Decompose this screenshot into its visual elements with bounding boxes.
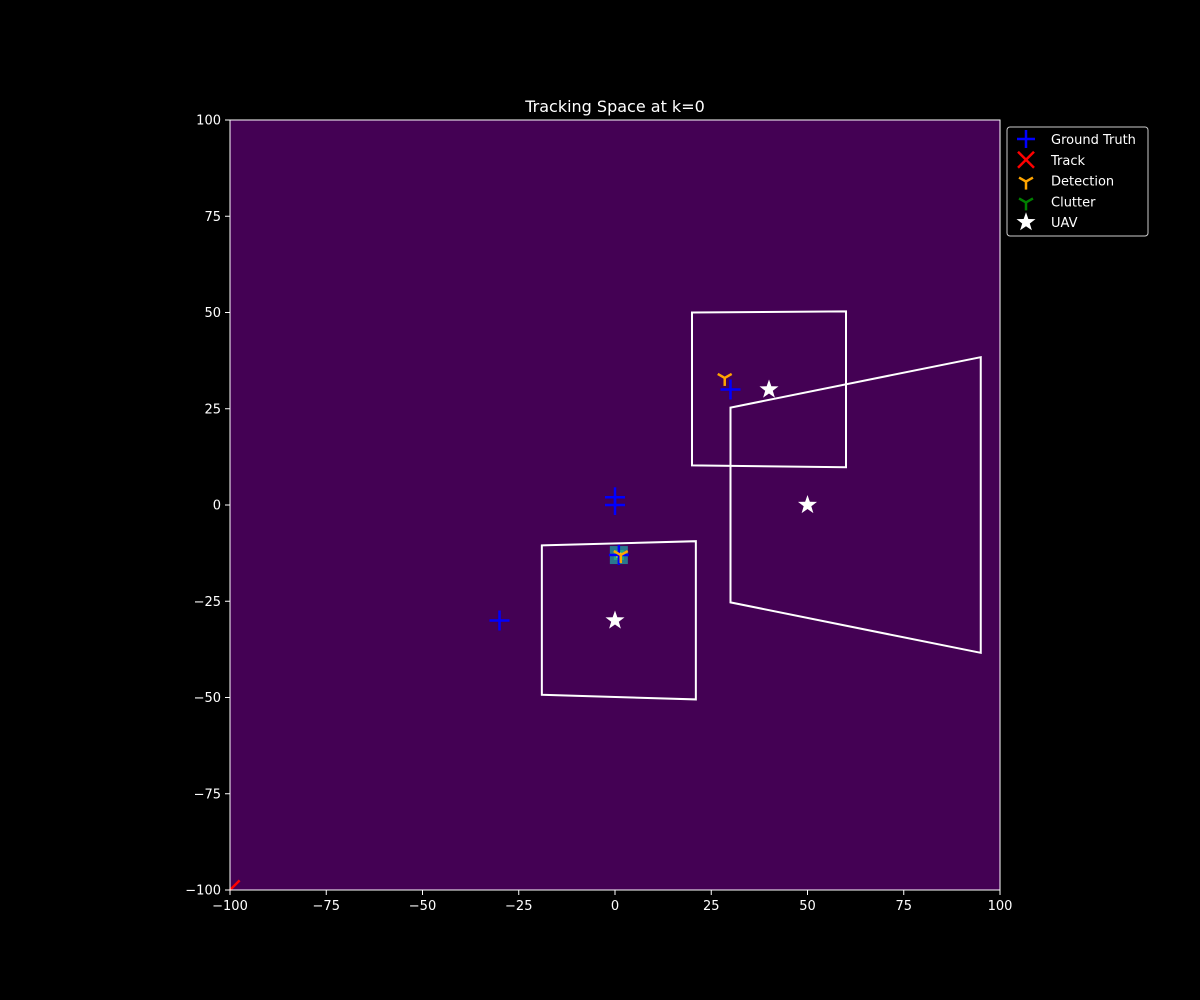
legend-item-uav-marker bbox=[1016, 212, 1036, 231]
detection-point-1 bbox=[717, 372, 733, 386]
x-tick-label-7: 75 bbox=[895, 899, 912, 914]
fov-region-1 bbox=[691, 310, 847, 469]
y-tick-label-3: −25 bbox=[194, 595, 221, 610]
legend-item-detection-label: Detection bbox=[1051, 175, 1114, 190]
legend-item-detection-marker-left bbox=[1018, 176, 1027, 183]
uav-series bbox=[605, 379, 818, 629]
fov-layer bbox=[540, 310, 982, 701]
y-tick-label-7: 75 bbox=[204, 210, 221, 225]
uav-point-3 bbox=[605, 610, 625, 629]
legend-item-clutter-label: Clutter bbox=[1051, 195, 1096, 210]
y-tick-label-0: −100 bbox=[185, 884, 221, 899]
track-segment bbox=[229, 879, 241, 891]
y-tick-label-4: 0 bbox=[213, 499, 221, 514]
x-tick-label-0: −100 bbox=[212, 899, 248, 914]
detection-point-2-right bbox=[620, 549, 629, 557]
uav-point-1 bbox=[759, 379, 779, 398]
chart-title: Tracking Space at k=0 bbox=[524, 97, 705, 116]
x-tick-label-2: −50 bbox=[409, 899, 436, 914]
y-tick-label-6: 50 bbox=[204, 306, 221, 321]
uav-point-2 bbox=[797, 495, 818, 514]
detection-point-1-right bbox=[724, 372, 733, 380]
x-tick-label-3: −25 bbox=[505, 899, 532, 914]
ground-truth-point-4 bbox=[489, 610, 510, 631]
legend-item-clutter-marker-right bbox=[1025, 197, 1034, 204]
detection-series bbox=[613, 372, 733, 564]
y-tick-label-2: −50 bbox=[194, 691, 221, 706]
x-tick-label-1: −75 bbox=[313, 899, 340, 914]
y-tick-label-8: 100 bbox=[196, 114, 221, 129]
legend-item-track: Track bbox=[1017, 150, 1085, 169]
detection-point-2 bbox=[613, 549, 629, 564]
legend-item-uav-label: UAV bbox=[1051, 216, 1078, 231]
legend-item-detection-marker-right bbox=[1025, 176, 1034, 183]
detection-point-2-left bbox=[613, 549, 622, 557]
y-tick-label-5: 25 bbox=[204, 402, 221, 417]
ground-truth-point-3 bbox=[605, 495, 625, 515]
fov-region-2 bbox=[729, 355, 982, 655]
legend-item-ground-truth-label: Ground Truth bbox=[1051, 133, 1136, 148]
detection-point-1-left bbox=[717, 372, 726, 380]
legend-item-clutter-marker-left bbox=[1018, 197, 1027, 204]
x-tick-label-5: 25 bbox=[703, 899, 720, 914]
legend-item-ground-truth: Ground Truth bbox=[1017, 130, 1136, 148]
legend-item-uav: UAV bbox=[1016, 212, 1078, 231]
marks-layer bbox=[229, 372, 818, 891]
legend-box bbox=[1006, 126, 1149, 237]
uav-point-2 bbox=[797, 495, 818, 514]
ground-truth-point-1 bbox=[720, 379, 741, 400]
uav-point-1 bbox=[759, 379, 779, 398]
x-tick-label-4: 0 bbox=[611, 899, 619, 914]
y-tick-label-1: −75 bbox=[194, 787, 221, 802]
legend-item-detection: Detection bbox=[1018, 175, 1114, 190]
x-tick-label-6: 50 bbox=[799, 899, 816, 914]
legend: Ground Truth Track Detection Clutter UAV bbox=[1006, 126, 1149, 237]
x-tick-label-8: 100 bbox=[988, 899, 1013, 914]
legend-item-track-label: Track bbox=[1050, 154, 1085, 169]
fov-region-3 bbox=[540, 540, 697, 701]
axes-layer: −100 −75 −50 −25 0 25 50 75 100 −100 −75 −50 −25 0 25 5… bbox=[185, 114, 1012, 915]
legend-item-clutter: Clutter bbox=[1018, 195, 1096, 211]
uav-point-3 bbox=[605, 610, 625, 629]
legend-item-track-marker-b bbox=[1017, 150, 1035, 169]
